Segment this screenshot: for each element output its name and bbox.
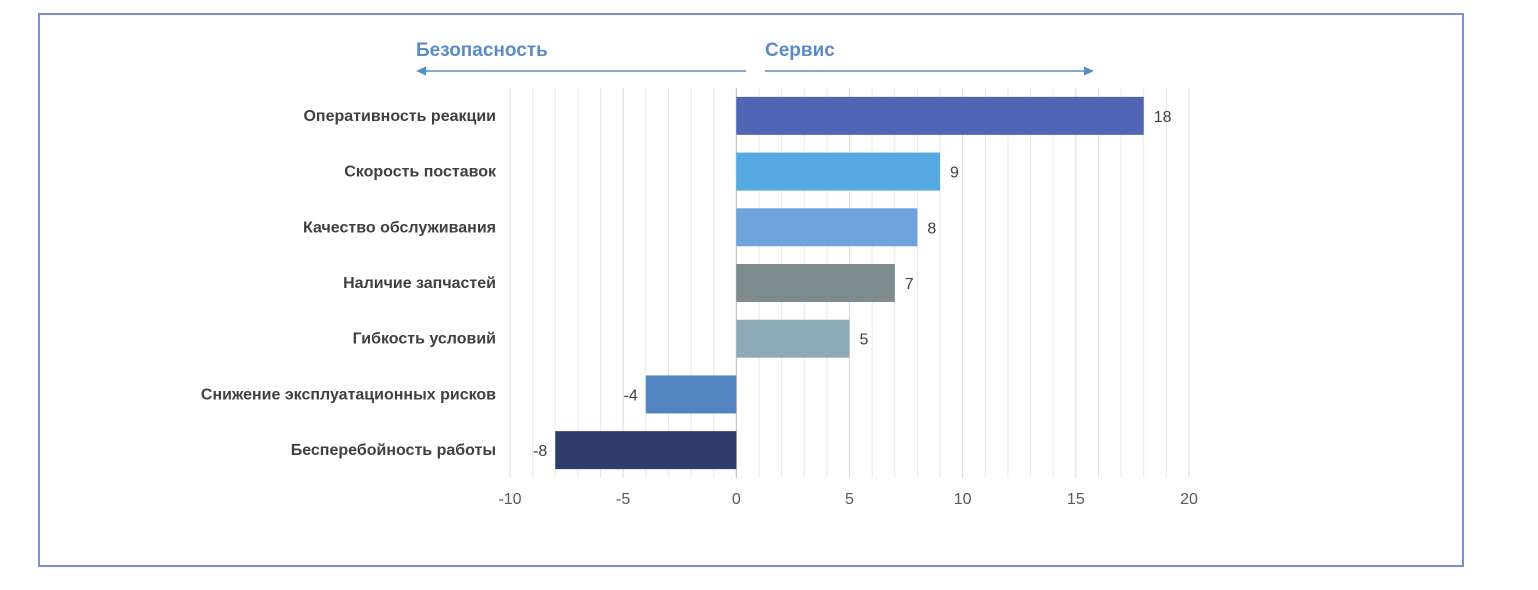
direction-arrowhead-left xyxy=(416,66,426,76)
category-label: Бесперебойность работы xyxy=(291,442,496,459)
value-label: -4 xyxy=(624,387,638,404)
bar-3 xyxy=(736,208,918,247)
bars xyxy=(555,96,1144,470)
value-label: 5 xyxy=(860,332,869,349)
direction-label-left: Безопасность xyxy=(416,40,548,61)
bar-4 xyxy=(736,264,895,302)
category-label: Оперативность реакции xyxy=(303,108,496,125)
value-label: -8 xyxy=(533,443,547,460)
category-label: Наличие запчастей xyxy=(343,275,496,292)
direction-indicators: Безопасность Сервис xyxy=(416,40,1094,76)
direction-arrowhead-right xyxy=(1084,66,1094,76)
category-label: Качество обслуживания xyxy=(303,219,496,236)
value-label: 9 xyxy=(950,165,959,182)
x-tick-label: -5 xyxy=(616,491,630,508)
value-label: 8 xyxy=(927,220,936,237)
bar-5 xyxy=(736,319,850,358)
x-tick-label: 10 xyxy=(954,491,972,508)
bar-6 xyxy=(645,375,737,414)
category-label: Гибкость условий xyxy=(353,331,496,348)
value-label: 18 xyxy=(1154,109,1172,126)
bar-7 xyxy=(555,431,737,470)
x-tick-label: 5 xyxy=(845,491,854,508)
value-label: 7 xyxy=(905,276,914,293)
bar-2 xyxy=(736,152,941,191)
labels: Оперативность реакции 18 Скорость поставок… xyxy=(201,108,1198,508)
category-label: Скорость поставок xyxy=(344,164,497,181)
direction-label-right: Сервис xyxy=(765,40,835,61)
bar-1 xyxy=(736,96,1144,135)
x-tick-label: -10 xyxy=(498,491,521,508)
x-tick-label: 0 xyxy=(732,491,741,508)
x-tick-label: 20 xyxy=(1180,491,1198,508)
x-tick-label: 15 xyxy=(1067,491,1085,508)
category-label: Снижение эксплуатационных рисков xyxy=(201,386,496,403)
